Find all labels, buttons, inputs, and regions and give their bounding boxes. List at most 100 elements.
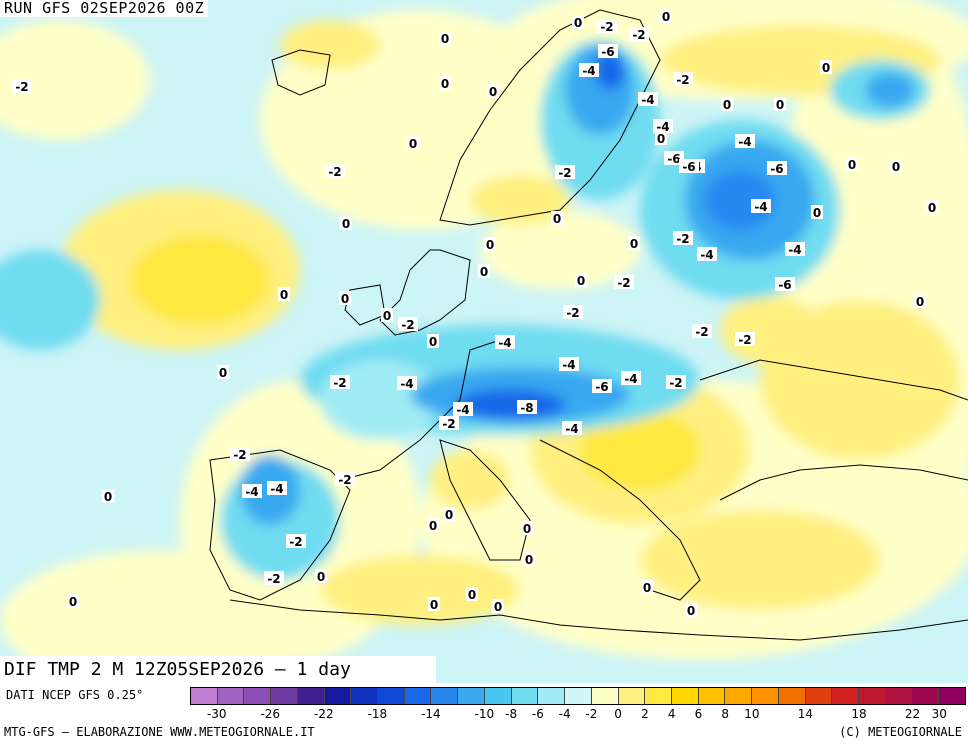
contour-label-bg	[685, 603, 697, 617]
contour-label-bg	[697, 247, 717, 261]
contour-label: -2	[233, 448, 246, 462]
contour-label-bg	[478, 264, 490, 278]
contour-label-bg	[555, 165, 575, 179]
contour-label-bg	[398, 317, 418, 331]
color-scale-cell	[752, 688, 779, 704]
contour-label: -4	[270, 482, 283, 496]
contour-label: -4	[624, 372, 637, 386]
contour-label: -2	[442, 417, 455, 431]
contour-label-bg	[846, 157, 858, 171]
color-scale-cell	[805, 688, 833, 704]
color-scale-tick: -14	[421, 707, 441, 721]
contour-label: 0	[341, 292, 349, 306]
contour-label-bg	[673, 72, 693, 86]
contour-label-bg	[692, 324, 712, 338]
temperature-anomaly-map: -20000-2-2-6-4-2-4-2-40-4-4-2-6-6-6-40-4…	[0, 0, 968, 683]
contour-label: -8	[520, 401, 533, 415]
contour-label: 0	[429, 519, 437, 533]
color-scale-cell	[645, 688, 672, 704]
contour-label: -2	[676, 73, 689, 87]
contour-label: 0	[574, 16, 582, 30]
color-scale-tick: 14	[797, 707, 814, 721]
contour-label: 0	[280, 288, 288, 302]
contour-label: -4	[738, 135, 751, 149]
color-scale-cell	[351, 688, 379, 704]
contour-label: -2	[669, 376, 682, 390]
contour-label: -2	[632, 28, 645, 42]
contour-label-bg	[230, 447, 250, 461]
contour-label-bg	[330, 375, 350, 389]
contour-label: -4	[245, 485, 258, 499]
contour-label-bg	[397, 376, 417, 390]
color-scale-cell	[297, 688, 325, 704]
contour-label: 0	[445, 508, 453, 522]
contour-label-bg	[597, 19, 617, 33]
color-scale-tick: -6	[531, 707, 544, 721]
contour-label: -4	[641, 93, 654, 107]
color-scale-cell	[885, 688, 913, 704]
contour-label-bg	[102, 489, 114, 503]
color-scale-cell	[217, 688, 245, 704]
contour-label-bg	[673, 231, 693, 245]
contour-label-bg	[278, 287, 290, 301]
contour-label-bg	[325, 164, 345, 178]
contour-label: -2	[695, 325, 708, 339]
contour-label: 0	[383, 309, 391, 323]
contour-label: 0	[430, 598, 438, 612]
contour-label-bg	[340, 216, 352, 230]
contour-label: 0	[662, 10, 670, 24]
contour-label: -2	[328, 165, 341, 179]
contour-label-bg	[638, 92, 658, 106]
contour-label: -4	[582, 64, 595, 78]
contour-label: 0	[916, 295, 924, 309]
color-scale-tick: 4	[667, 707, 676, 721]
contour-label: 0	[525, 553, 533, 567]
contour-label: -2	[617, 276, 630, 290]
contour-label: 0	[480, 265, 488, 279]
contour-label-bg	[774, 97, 786, 111]
color-scale-cell	[484, 688, 512, 704]
contour-label: 0	[822, 61, 830, 75]
contour-label-bg	[572, 15, 584, 29]
contour-label-bg	[811, 205, 823, 219]
contour-label-bg	[775, 277, 795, 291]
contour-label-bg	[492, 599, 504, 613]
contour-label: 0	[468, 588, 476, 602]
contour-label: -4	[565, 422, 578, 436]
contour-label: -4	[754, 200, 767, 214]
contour-label-bg	[820, 60, 832, 74]
contour-label: -2	[566, 306, 579, 320]
contour-label: -2	[676, 232, 689, 246]
contour-label-bg	[381, 308, 393, 322]
contour-label-bg	[592, 379, 612, 393]
contour-label: -4	[456, 403, 469, 417]
contour-label: 0	[630, 237, 638, 251]
contour-label-bg	[487, 84, 499, 98]
color-scale-cell	[912, 688, 940, 704]
color-scale-cell	[832, 688, 859, 704]
color-scale-cell	[778, 688, 806, 704]
contour-label: 0	[813, 206, 821, 220]
run-label: RUN GFS 02SEP2026 00Z	[0, 0, 209, 17]
contour-label-bg	[629, 27, 649, 41]
contour-label: 0	[441, 32, 449, 46]
contour-label: -4	[400, 377, 413, 391]
contour-label-bg	[559, 357, 579, 371]
contour-label: 0	[494, 600, 502, 614]
contour-label-bg	[428, 597, 440, 611]
contour-label: -4	[498, 336, 511, 350]
contour-label: 0	[429, 335, 437, 349]
contour-label: 0	[486, 238, 494, 252]
color-scale-tick: -10	[474, 707, 495, 721]
contour-label-bg	[641, 580, 653, 594]
contour-label: 0	[409, 137, 417, 151]
credit-left: MTG-GFS – ELABORAZIONE WWW.METEOGIORNALE…	[4, 725, 315, 739]
contour-label-bg	[598, 44, 618, 58]
contour-label: -2	[289, 535, 302, 549]
color-scale-cell	[591, 688, 619, 704]
contour-label: -2	[15, 80, 28, 94]
contour-label-bg	[621, 371, 641, 385]
color-scale-cell	[191, 688, 218, 704]
contour-label-bg	[439, 76, 451, 90]
contour-label: -6	[778, 278, 791, 292]
